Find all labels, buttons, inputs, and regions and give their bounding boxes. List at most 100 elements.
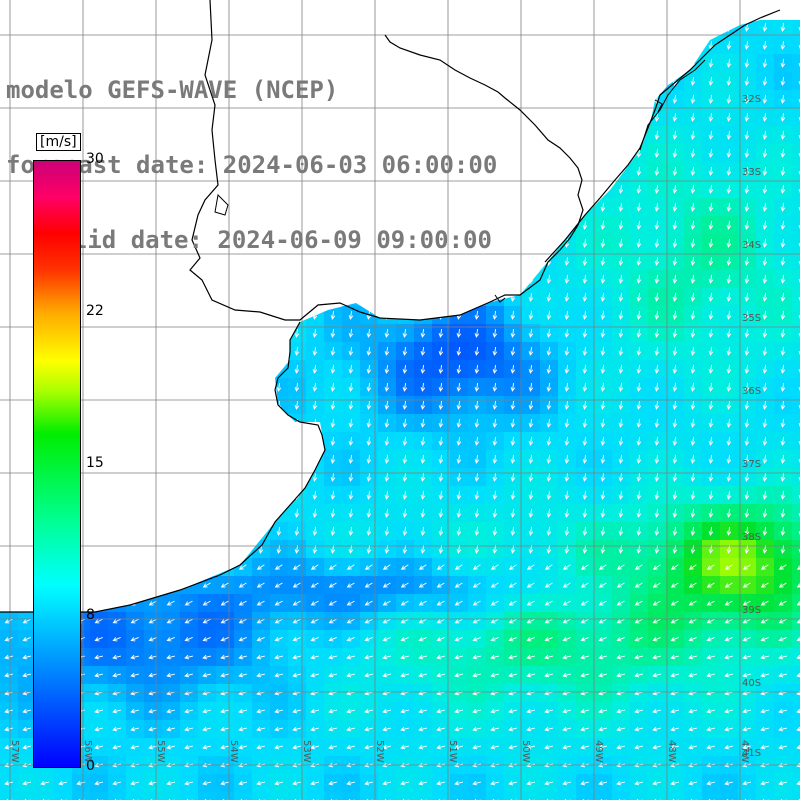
wind-arrow xyxy=(238,582,247,588)
wind-arrow xyxy=(798,454,800,464)
wind-arrow xyxy=(382,637,391,642)
wind-arrow xyxy=(562,780,571,786)
wind-arrow xyxy=(292,600,301,606)
wind-arrow xyxy=(418,564,427,570)
wind-cell xyxy=(540,126,559,145)
wind-arrow xyxy=(492,418,498,428)
wind-cell xyxy=(558,144,577,163)
wind-arrow xyxy=(168,328,174,338)
wind-cell xyxy=(0,792,19,800)
wind-arrow xyxy=(670,600,679,606)
wind-arrow xyxy=(166,780,175,786)
wind-arrow xyxy=(598,582,607,588)
wind-arrow xyxy=(798,328,800,338)
wind-arrow xyxy=(132,526,138,536)
wind-cell xyxy=(126,468,145,487)
wind-cell xyxy=(126,558,145,577)
wind-arrow xyxy=(760,744,769,750)
wind-arrow xyxy=(670,672,679,678)
wind-cell xyxy=(252,342,271,361)
wind-arrow xyxy=(130,672,139,678)
wind-cell xyxy=(252,792,271,800)
wind-arrow xyxy=(220,564,229,570)
wind-arrow xyxy=(672,274,678,284)
wind-arrow xyxy=(150,400,156,410)
wind-arrow xyxy=(438,436,444,446)
wind-arrow xyxy=(240,400,246,410)
wind-arrow xyxy=(708,526,714,536)
wind-arrow xyxy=(364,564,373,570)
wind-arrow xyxy=(24,472,30,482)
wind-arrow xyxy=(582,508,588,518)
wind-cell xyxy=(144,558,163,577)
wind-arrow xyxy=(726,94,732,104)
wind-arrow xyxy=(544,564,553,570)
wind-arrow xyxy=(726,472,732,482)
wind-arrow xyxy=(618,382,624,392)
wind-arrow xyxy=(744,490,750,500)
wind-arrow xyxy=(112,637,121,642)
wind-cell xyxy=(522,108,541,127)
wind-arrow xyxy=(672,22,678,32)
wind-arrow xyxy=(22,600,31,606)
wind-arrow xyxy=(96,472,102,482)
wind-arrow xyxy=(472,637,481,642)
wind-cell xyxy=(198,306,217,325)
wind-cell xyxy=(0,576,19,595)
wind-arrow xyxy=(474,418,480,428)
wind-arrow xyxy=(436,726,445,732)
wind-arrow xyxy=(654,454,660,464)
wind-arrow xyxy=(328,708,337,714)
wind-cell xyxy=(108,450,127,469)
wind-cell xyxy=(684,36,703,55)
wind-cell xyxy=(540,36,559,55)
wind-arrow xyxy=(400,637,409,642)
wind-arrow xyxy=(618,238,624,248)
wind-arrow xyxy=(220,726,229,732)
wind-arrow xyxy=(510,418,516,428)
wind-arrow xyxy=(654,274,660,284)
wind-arrow xyxy=(634,600,643,606)
wind-arrow xyxy=(204,526,210,536)
wind-arrow xyxy=(564,202,570,212)
wind-arrow xyxy=(132,400,138,410)
wind-arrow xyxy=(310,618,319,624)
wind-arrow xyxy=(456,454,462,464)
wind-arrow xyxy=(454,618,463,624)
wind-cell xyxy=(90,576,109,595)
wind-arrow xyxy=(652,744,661,750)
wind-arrow xyxy=(472,744,481,750)
wind-cell xyxy=(162,342,181,361)
wind-cell xyxy=(18,0,37,19)
wind-arrow xyxy=(220,637,229,642)
wind-arrow xyxy=(760,600,769,606)
wind-arrow xyxy=(654,418,660,428)
wind-arrow xyxy=(166,708,175,714)
wind-cell xyxy=(126,504,145,523)
wind-arrow xyxy=(546,166,552,176)
wind-cell xyxy=(630,36,649,55)
wind-arrow xyxy=(510,472,516,482)
wind-arrow xyxy=(726,274,732,284)
wind-cell xyxy=(792,558,800,577)
wind-arrow xyxy=(690,292,696,302)
wind-arrow xyxy=(708,454,714,464)
wind-cell xyxy=(594,144,613,163)
wind-arrow xyxy=(366,472,372,482)
wind-arrow xyxy=(744,220,750,230)
wind-arrow xyxy=(544,744,553,750)
wind-cell xyxy=(522,36,541,55)
wind-arrow xyxy=(510,94,516,104)
wind-arrow xyxy=(778,672,787,678)
wind-arrow xyxy=(742,708,751,714)
wind-arrow xyxy=(166,744,175,750)
wind-cell xyxy=(198,450,217,469)
wind-cell xyxy=(414,792,433,800)
wind-arrow xyxy=(724,708,733,714)
wind-cell xyxy=(162,558,181,577)
wind-arrow xyxy=(564,112,570,122)
wind-arrow xyxy=(780,382,786,392)
lon-label: 54W xyxy=(228,740,239,763)
wind-cell xyxy=(216,414,235,433)
wind-arrow xyxy=(546,382,552,392)
